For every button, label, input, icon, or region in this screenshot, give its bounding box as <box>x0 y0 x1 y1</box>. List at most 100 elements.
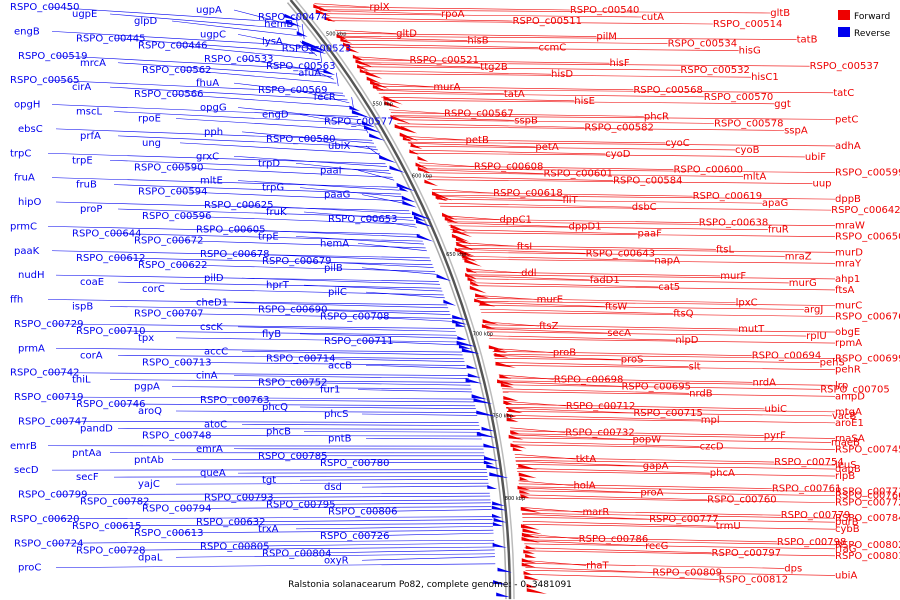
forward-gene <box>383 95 403 105</box>
gene-label: RSPO_c00578 <box>714 118 784 129</box>
connector-line <box>51 31 310 47</box>
reverse-gene <box>416 233 434 242</box>
gene-label: atoC <box>204 419 227 430</box>
gene-label: RSPO_c00566 <box>134 89 204 100</box>
connector-line <box>404 135 466 141</box>
connector-line <box>241 277 440 285</box>
connector-line <box>422 169 544 174</box>
forward-gene <box>417 166 432 174</box>
gene-label: mscL <box>76 107 102 118</box>
forward-gene <box>469 285 487 294</box>
connector-line <box>357 169 395 181</box>
forward-gene <box>479 301 496 307</box>
forward-gene <box>415 162 428 169</box>
connector-line <box>521 510 781 516</box>
connector-line <box>374 85 634 91</box>
connector-line <box>468 275 590 281</box>
gene-label: RSPO_c00653 <box>328 214 398 225</box>
connector-line <box>523 536 777 543</box>
reverse-gene <box>296 31 308 37</box>
connector-line <box>502 391 836 397</box>
connector-line <box>522 517 836 523</box>
gene-label: fhuA <box>196 78 219 89</box>
gene-label: proC <box>18 563 41 574</box>
reverse-gene <box>457 336 467 340</box>
gene-label: mpl <box>701 415 720 426</box>
gene-label: RSPO_c00644 <box>72 228 142 239</box>
connector-line <box>493 353 836 359</box>
reverse-gene <box>401 195 416 203</box>
forward-gene <box>466 267 478 274</box>
forward-gene <box>431 191 453 201</box>
gene-label: ubiA <box>835 570 857 581</box>
gene-label: mraY <box>835 258 862 269</box>
forward-gene <box>475 293 489 299</box>
gene-label: ftsA <box>835 285 854 296</box>
forward-gene <box>409 149 419 155</box>
connector-line <box>55 55 327 70</box>
gene-label: RSPO_c00601 <box>543 169 613 180</box>
gene-label: RSPO_c00613 <box>134 528 204 539</box>
connector-line <box>356 59 610 64</box>
gene-label: RSPO_c00719 <box>14 392 84 403</box>
gene-label: RSPO_c00784 <box>835 513 900 524</box>
forward-gene <box>499 374 512 379</box>
gene-label: pntAb <box>134 455 164 466</box>
connector-line <box>357 389 473 393</box>
gene-label: glpD <box>134 16 157 27</box>
connector-line <box>347 46 739 51</box>
gene-label: murD <box>835 247 863 258</box>
gene-label: corA <box>80 350 103 361</box>
gene-label: mltA <box>743 172 766 183</box>
gene-label: coaE <box>80 277 104 288</box>
connector-line <box>171 20 302 37</box>
connector-line <box>481 311 836 317</box>
gene-label: accB <box>328 360 352 371</box>
forward-gene <box>495 361 517 368</box>
reverse-gene <box>489 472 509 479</box>
connector-line <box>295 526 494 530</box>
connector-line <box>175 191 405 202</box>
forward-gene <box>450 224 468 233</box>
gene-label: ubiX <box>328 141 350 152</box>
connector-line <box>496 364 836 370</box>
gene-label: accC <box>204 346 228 357</box>
connector-line <box>335 29 397 34</box>
forward-gene <box>357 64 369 71</box>
connector-line <box>179 361 466 366</box>
connector-line <box>389 109 445 114</box>
gene-label: prmC <box>10 221 37 232</box>
gene-label: murC <box>835 301 862 312</box>
gene-label: opgH <box>14 100 40 111</box>
forward-gene <box>481 324 496 329</box>
connector-line <box>233 9 294 26</box>
connector-line <box>55 201 410 212</box>
forward-gene <box>523 570 533 575</box>
connector-line <box>339 35 797 40</box>
connector-line <box>233 82 345 97</box>
gene-label: hisD <box>551 69 573 80</box>
reverse-gene <box>466 364 478 369</box>
reverse-gene <box>493 580 508 585</box>
gene-label: leuS <box>835 460 857 471</box>
gene-label: RSPO_c00650 <box>835 232 900 243</box>
connector-line <box>316 6 570 11</box>
connector-line <box>511 434 633 440</box>
gene-label: RSPO_c00798 <box>777 537 847 548</box>
connector-line <box>47 79 344 94</box>
gene-label: grxC <box>196 151 219 162</box>
connector-line <box>499 377 753 383</box>
gene-label: nrdA <box>753 377 777 388</box>
connector-line <box>237 253 431 262</box>
connector-line <box>109 13 297 30</box>
forward-gene <box>519 489 531 494</box>
gene-label: RSPO_c00446 <box>138 40 208 51</box>
gene-label: RSPO_c00746 <box>76 399 146 410</box>
gene-arrows <box>284 4 547 598</box>
gene-label: RSPO_c00779 <box>781 510 851 521</box>
gene-label: petB <box>466 135 489 146</box>
gene-label: RSPO_c00812 <box>719 574 789 585</box>
connector-line <box>468 274 836 280</box>
legend-forward-swatch <box>838 10 850 20</box>
connector-line <box>342 39 668 44</box>
